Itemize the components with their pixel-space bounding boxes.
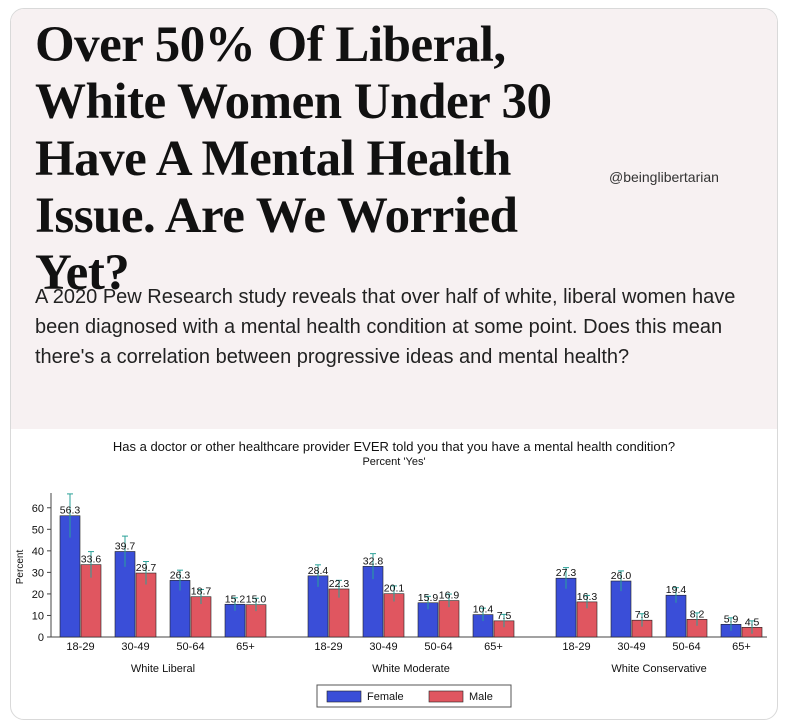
x-tick-label: 18-29	[314, 641, 342, 653]
data-label-female: 39.7	[115, 540, 136, 552]
data-label-male: 29.7	[136, 562, 157, 574]
post-card: Over 50% Of Liberal, White Women Under 3…	[10, 8, 778, 720]
data-label-male: 7.8	[635, 609, 650, 621]
data-label-male: 33.6	[81, 554, 102, 566]
data-label-female: 28.4	[308, 565, 329, 577]
x-tick-label: 65+	[484, 641, 503, 653]
legend-swatch-male	[428, 690, 464, 703]
data-label-male: 7.5	[497, 610, 512, 622]
x-tick-label: 50-64	[176, 641, 204, 653]
data-label-female: 15.9	[418, 592, 439, 604]
data-label-female: 5.9	[724, 613, 739, 625]
data-label-male: 20.1	[384, 583, 405, 595]
bar-chart: 0 10 20 30 40 50 60 Percent 56.3 33.6 18-29 39.729.…	[15, 493, 767, 708]
x-tick-label: 18-29	[66, 641, 94, 653]
data-label-female: 15.2	[225, 593, 246, 605]
post-header-panel	[11, 9, 777, 429]
y-tick-label: 10	[32, 610, 44, 622]
summary-text: A 2020 Pew Research study reveals that o…	[35, 286, 736, 368]
y-tick-label: 50	[32, 524, 44, 536]
legend-label-male: Male	[469, 691, 493, 703]
y-tick-label: 40	[32, 546, 44, 558]
x-tick-label: 30-49	[617, 641, 645, 653]
data-label-male: 18.7	[191, 586, 212, 598]
data-label-female: 26.0	[611, 570, 632, 582]
chart-subtitle: Percent 'Yes'	[362, 456, 426, 468]
headline: Over 50% Of Liberal, White Women Under 3…	[35, 17, 552, 301]
y-tick-label: 0	[38, 632, 44, 644]
account-handle: @beinglibertarian	[609, 169, 719, 185]
data-label-female: 32.8	[363, 555, 384, 567]
data-label-male: 4.5	[745, 616, 760, 628]
legend-swatch-female	[326, 690, 362, 703]
data-label-female: 10.4	[473, 604, 494, 616]
y-tick-label: 60	[32, 503, 44, 515]
data-label-female: 19.4	[666, 584, 687, 596]
x-tick-label: 50-64	[672, 641, 700, 653]
chart-title: Has a doctor or other healthcare provide…	[112, 439, 676, 454]
x-tick-label: 65+	[236, 641, 255, 653]
group-label: White Moderate	[372, 663, 450, 675]
y-tick-label: 30	[32, 567, 44, 579]
y-tick-label: 20	[32, 589, 44, 601]
data-label-female: 27.3	[556, 567, 577, 579]
legend-label-female: Female	[367, 691, 404, 703]
data-label-male: 8.2	[690, 608, 705, 620]
x-tick-label: 65+	[732, 641, 751, 653]
group-label: White Liberal	[131, 663, 195, 675]
x-tick-label: 50-64	[424, 641, 452, 653]
data-label-male: 16.3	[577, 591, 598, 603]
data-label-female: 26.3	[170, 569, 191, 581]
data-label-female: 56.3	[60, 505, 81, 517]
x-tick-label: 18-29	[562, 641, 590, 653]
x-tick-label: 30-49	[369, 641, 397, 653]
data-label-male: 22.3	[329, 578, 350, 590]
group-label: White Conservative	[611, 663, 706, 675]
data-label-male: 16.9	[439, 590, 460, 602]
data-label-male: 15.0	[246, 594, 267, 606]
x-tick-label: 30-49	[121, 641, 149, 653]
y-axis-label: Percent	[15, 550, 26, 585]
